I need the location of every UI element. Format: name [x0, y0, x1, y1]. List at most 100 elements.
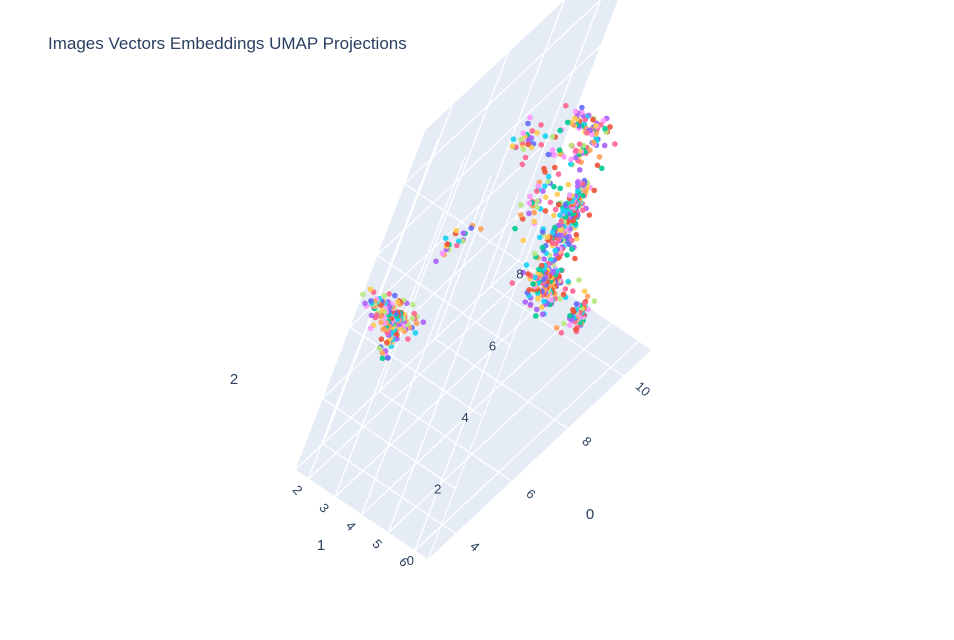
z-tick-label: 0: [407, 553, 414, 568]
data-point: [420, 319, 427, 325]
data-point: [561, 154, 567, 160]
data-point: [545, 173, 552, 180]
data-point: [510, 136, 517, 142]
z-tick-label: 2: [434, 481, 441, 496]
data-point: [527, 193, 533, 200]
data-point: [478, 226, 484, 232]
data-point: [593, 123, 599, 129]
data-point: [584, 293, 591, 300]
data-point: [535, 296, 541, 302]
data-point: [534, 198, 541, 204]
data-point: [551, 152, 557, 158]
data-point: [600, 117, 607, 124]
data-point: [542, 208, 549, 214]
z-tick-label: 6: [489, 338, 496, 353]
data-point: [379, 307, 386, 314]
data-point: [561, 320, 567, 327]
data-point: [572, 255, 578, 262]
data-point: [534, 188, 540, 194]
data-point: [554, 191, 561, 197]
data-point: [590, 116, 596, 123]
data-point: [591, 298, 598, 304]
data-point: [572, 108, 579, 115]
scene-walls: [294, 0, 653, 561]
z-tick-label: 8: [516, 267, 523, 282]
data-point: [563, 102, 569, 109]
data-point: [572, 115, 578, 121]
data-point: [413, 320, 420, 327]
data-point: [525, 271, 531, 277]
data-point: [567, 313, 573, 319]
axis-titles: 0 1 2: [230, 371, 594, 554]
y-tick-label: 3: [316, 500, 332, 515]
data-point: [555, 171, 562, 177]
data-point: [566, 322, 573, 328]
data-point: [518, 202, 524, 208]
data-point: [568, 156, 574, 163]
data-point: [550, 268, 556, 275]
data-point: [405, 336, 411, 342]
data-point: [381, 292, 388, 299]
data-point: [533, 313, 539, 319]
data-point: [460, 230, 467, 236]
data-point: [545, 151, 552, 158]
data-point: [392, 292, 398, 299]
data-point: [557, 295, 563, 302]
data-point: [573, 326, 579, 333]
data-point: [439, 250, 446, 257]
z-gridline: [404, 0, 602, 185]
data-point: [564, 252, 570, 258]
data-point: [562, 286, 569, 292]
data-point: [540, 311, 546, 318]
data-point: [568, 142, 574, 149]
x-axis-title: 0: [586, 506, 594, 523]
data-point: [565, 278, 571, 285]
data-point: [596, 154, 603, 160]
data-point: [518, 136, 524, 143]
data-point: [539, 244, 546, 251]
y-tick-label: 4: [343, 518, 359, 533]
data-point: [541, 256, 547, 262]
data-point: [552, 206, 559, 213]
data-point: [552, 247, 558, 254]
y-gridline: [387, 322, 613, 534]
data-point: [544, 234, 551, 240]
data-point: [557, 127, 563, 134]
data-point: [582, 188, 588, 194]
data-point: [531, 250, 538, 257]
data-point: [534, 130, 540, 136]
data-point: [378, 336, 385, 343]
data-point: [575, 187, 581, 194]
data-point: [442, 235, 449, 241]
data-point: [380, 326, 387, 332]
chart-title: Images Vectors Embeddings UMAP Projectio…: [48, 34, 407, 53]
data-point: [581, 288, 588, 295]
data-point: [599, 165, 605, 172]
data-point: [376, 345, 383, 352]
data-point: [519, 161, 526, 168]
data-point: [386, 291, 392, 297]
data-point: [527, 114, 533, 121]
data-point: [548, 297, 555, 303]
data-point: [541, 165, 547, 172]
data-point: [468, 225, 475, 231]
data-point: [581, 300, 587, 307]
data-point: [558, 218, 565, 225]
data-point: [573, 147, 579, 154]
data-point: [574, 183, 581, 190]
data-point: [533, 306, 540, 313]
data-point: [602, 125, 608, 132]
data-point: [551, 212, 557, 219]
data-point: [534, 204, 540, 210]
data-point: [576, 277, 582, 283]
data-point: [453, 227, 460, 234]
y-axis-title: 1: [317, 537, 325, 554]
data-point: [570, 288, 576, 294]
data-point: [520, 237, 526, 244]
data-point: [531, 209, 538, 216]
data-point: [547, 199, 554, 206]
data-point: [542, 133, 549, 139]
data-point: [368, 298, 374, 304]
data-point: [576, 141, 583, 147]
